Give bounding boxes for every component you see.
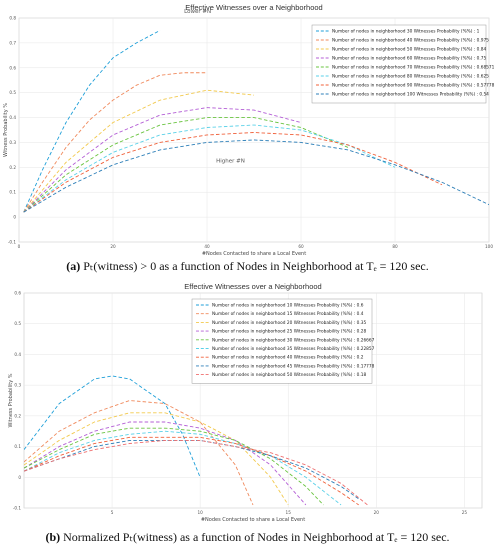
y-tick-label: 0.6 bbox=[14, 291, 21, 296]
y-axis-label: Witness Probability % bbox=[3, 103, 9, 157]
legend-entry: Number of nodes in neighborhood 35 Witne… bbox=[212, 346, 375, 352]
caption-a-label: (a) bbox=[66, 259, 81, 273]
series-line-2 bbox=[23, 72, 207, 213]
y-tick-label: 0.5 bbox=[9, 90, 16, 95]
series-line-9 bbox=[24, 439, 368, 506]
x-tick-label: 20 bbox=[374, 510, 380, 515]
x-axis-label: #Nodes Contacted to share a Local Event bbox=[202, 251, 306, 255]
annotation-1: Lower #N bbox=[184, 9, 211, 15]
legend-entry: Number of nodes in neighborhood 100 Witn… bbox=[332, 92, 489, 98]
legend-entry: Number of nodes in neighborhood 80 Witne… bbox=[332, 74, 489, 80]
series-line-5 bbox=[24, 427, 324, 506]
x-tick-label: 20 bbox=[110, 244, 116, 249]
x-tick-label: 100 bbox=[485, 244, 493, 249]
series-line-4 bbox=[24, 421, 307, 506]
series-line-1 bbox=[23, 30, 161, 213]
x-tick-label: 25 bbox=[462, 510, 468, 515]
y-tick-label: 0.6 bbox=[9, 65, 16, 70]
x-tick-label: 15 bbox=[286, 510, 292, 515]
legend-entry: Number of nodes in neighborhood 50 Witne… bbox=[332, 47, 486, 53]
series-line-4 bbox=[23, 107, 302, 213]
annotation-2: Higher #N bbox=[216, 158, 245, 164]
x-tick-label: 5 bbox=[111, 510, 114, 515]
series-line-1 bbox=[24, 375, 201, 478]
chart-a: Effective Witnesses over a Neighborhood 0… bbox=[3, 3, 495, 255]
y-tick-label: 0 bbox=[13, 215, 16, 220]
legend-entry: Number of nodes in neighborhood 60 Witne… bbox=[332, 56, 486, 62]
y-axis-label: Witness Probability % bbox=[8, 373, 14, 427]
caption-b-text: Normalized Pₜ(witness) as a function of … bbox=[63, 530, 450, 544]
y-tick-label: 0.4 bbox=[14, 352, 21, 357]
y-tick-label: 0.1 bbox=[9, 190, 16, 195]
y-tick-label: -0.1 bbox=[13, 506, 22, 511]
chart-b: Effective Witnesses over a Neighborhood 5… bbox=[8, 282, 483, 523]
chart-title: Effective Witnesses over a Neighborhood bbox=[184, 282, 321, 291]
x-tick-label: 40 bbox=[204, 244, 210, 249]
legend-entry: Number of nodes in neighborhood 70 Witne… bbox=[332, 65, 495, 71]
series-line-3 bbox=[23, 89, 255, 213]
y-tick-label: 0.2 bbox=[14, 413, 21, 418]
y-tick-label: 0.3 bbox=[14, 383, 21, 388]
y-tick-label: 0.3 bbox=[9, 140, 16, 145]
series-line-7 bbox=[23, 132, 443, 213]
y-tick-label: 0.1 bbox=[14, 444, 21, 449]
y-tick-label: 0.2 bbox=[9, 165, 16, 170]
chart-title: Effective Witnesses over a Neighborhood bbox=[185, 3, 322, 12]
series-line-8 bbox=[24, 439, 359, 500]
legend-box bbox=[311, 24, 487, 104]
x-tick-label: 60 bbox=[298, 244, 304, 249]
legend-entry: Number of nodes in neighborhood 45 Witne… bbox=[212, 363, 375, 369]
x-tick-label: 0 bbox=[18, 244, 21, 249]
y-tick-label: 0.4 bbox=[9, 115, 16, 120]
y-tick-label: -0.1 bbox=[8, 240, 17, 245]
series-line-8 bbox=[23, 139, 489, 213]
series-line-2 bbox=[24, 400, 254, 506]
series-line-6 bbox=[24, 430, 342, 506]
y-tick-label: 0.7 bbox=[9, 40, 16, 45]
legend-entry: Number of nodes in neighborhood 50 Witne… bbox=[212, 372, 366, 378]
caption-b-label: (b) bbox=[45, 530, 61, 544]
legend-entry: Number of nodes in neighborhood 10 Witne… bbox=[212, 303, 364, 309]
x-tick-label: 80 bbox=[392, 244, 398, 249]
y-tick-label: 0.8 bbox=[9, 16, 16, 21]
legend-entry: Number of nodes in neighborhood 20 Witne… bbox=[212, 320, 366, 326]
y-tick-label: 0 bbox=[18, 475, 21, 480]
legend-entry: Number of nodes in neighborhood 25 Witne… bbox=[212, 329, 366, 335]
caption-a: (a) Pₜ(witness) > 0 as a function of Nod… bbox=[0, 259, 495, 274]
x-axis-label: #Nodes Contacted to share a Local Event bbox=[201, 517, 305, 523]
legend-box bbox=[191, 298, 373, 384]
legend-entry: Number of nodes in neighborhood 40 Witne… bbox=[332, 38, 489, 44]
caption-a-text: Pₜ(witness) > 0 as a function of Nodes i… bbox=[83, 259, 429, 273]
series-line-3 bbox=[24, 412, 289, 506]
legend-entry: Number of nodes in neighborhood 30 Witne… bbox=[212, 337, 375, 343]
series-line-7 bbox=[24, 436, 359, 506]
legend-entry: Number of nodes in neighborhood 40 Witne… bbox=[212, 355, 364, 361]
series-line-6 bbox=[23, 124, 396, 213]
series-line-5 bbox=[23, 117, 349, 213]
x-tick-label: 10 bbox=[197, 510, 203, 515]
legend-entry: Number of nodes in neighborhood 90 Witne… bbox=[332, 83, 495, 89]
legend-entry: Number of nodes in neighborhood 30 Witne… bbox=[332, 29, 480, 35]
caption-b: (b) Normalized Pₜ(witness) as a function… bbox=[0, 530, 495, 545]
legend-entry: Number of nodes in neighborhood 15 Witne… bbox=[212, 311, 364, 317]
y-tick-label: 0.5 bbox=[14, 321, 21, 326]
